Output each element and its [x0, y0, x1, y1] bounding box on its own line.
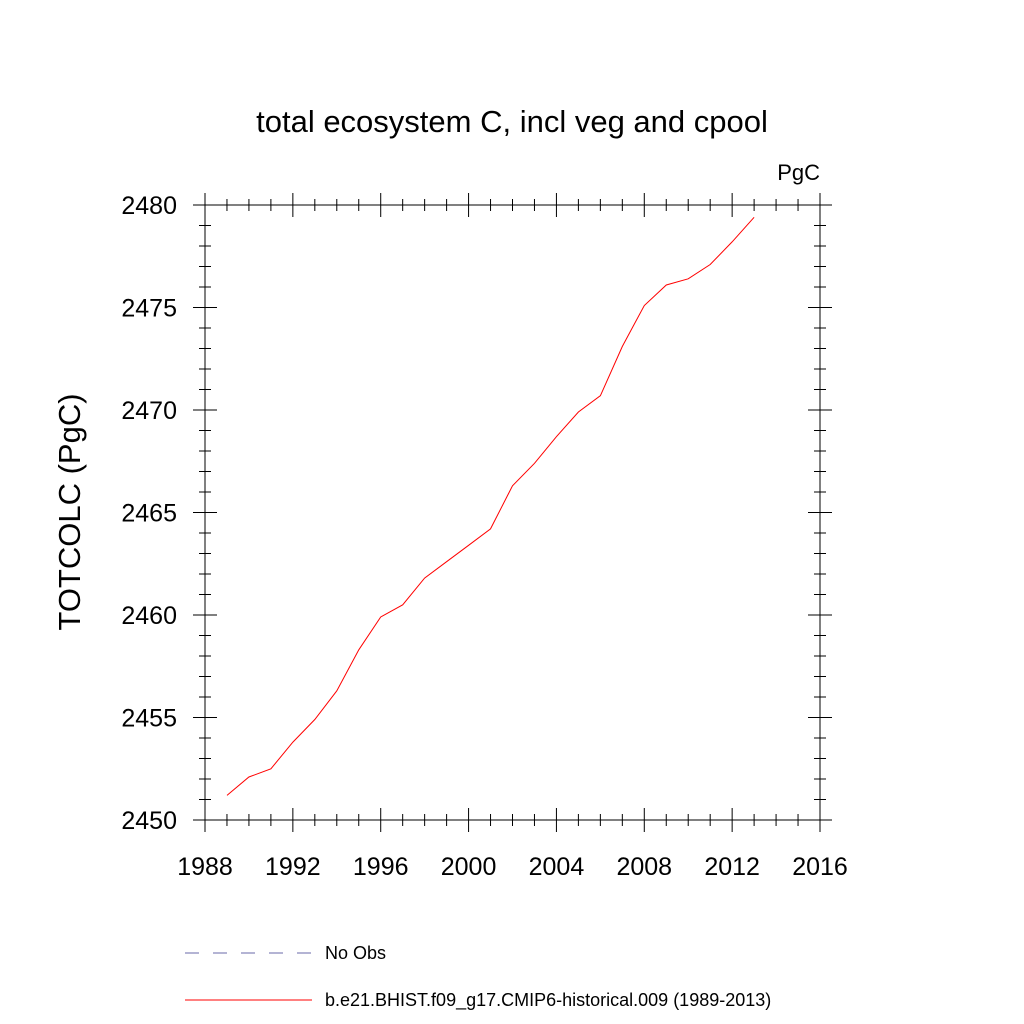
- y-tick-label: 2455: [121, 705, 177, 733]
- axis-ticks: [193, 193, 832, 832]
- y-tick-label: 2450: [121, 807, 177, 835]
- chart-title: total ecosystem C, incl veg and cpool: [256, 104, 768, 139]
- x-tick-label: 2016: [792, 853, 848, 881]
- legend-label: No Obs: [325, 943, 386, 963]
- series-line: [226, 216, 755, 796]
- x-tick-label: 2004: [529, 853, 585, 881]
- y-tick-label: 2460: [121, 602, 177, 630]
- x-tick-label: 1996: [353, 853, 409, 881]
- x-tick-label: 2012: [704, 853, 760, 881]
- y-tick-label: 2480: [121, 192, 177, 220]
- units-label: PgC: [777, 160, 820, 185]
- plot-frame: [204, 204, 821, 821]
- y-tick-label: 2470: [121, 397, 177, 425]
- y-axis-title: TOTCOLC (PgC): [52, 393, 87, 630]
- x-tick-label: 2000: [441, 853, 497, 881]
- tick-labels: 1988 1992 1996 2000 2004 2008 2012 2016 2450 2455…: [121, 192, 847, 881]
- y-tick-label: 2465: [121, 500, 177, 528]
- series-layer: [226, 216, 755, 796]
- x-tick-label: 1988: [177, 853, 233, 881]
- legend: No Obs b.e21.BHIST.f09_g17.CMIP6-historic…: [185, 943, 771, 1011]
- legend-label: b.e21.BHIST.f09_g17.CMIP6-historical.009…: [325, 990, 771, 1011]
- y-tick-label: 2475: [121, 295, 177, 323]
- x-tick-label: 2008: [616, 853, 672, 881]
- x-tick-label: 1992: [265, 853, 321, 881]
